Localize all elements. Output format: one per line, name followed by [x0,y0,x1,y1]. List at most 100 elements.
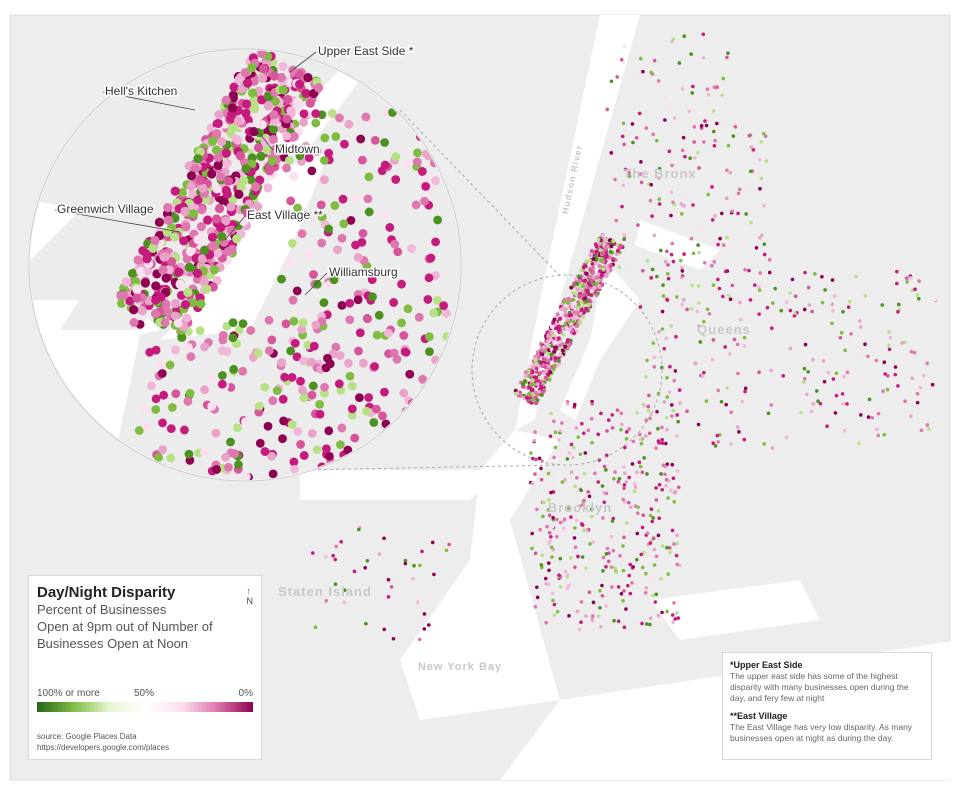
business-dot [572,536,577,540]
business-dot [222,158,232,168]
business-dot [648,622,652,627]
business-dot [646,408,651,413]
business-dot [555,534,559,539]
business-dot [646,404,651,409]
business-dot [639,180,644,185]
business-dot [342,588,347,592]
business-dot [550,483,555,487]
business-dot [597,285,602,290]
business-dot [690,91,695,95]
business-dot [222,346,232,356]
business-dot [426,623,431,627]
business-dot [675,541,680,546]
business-dot [834,393,839,398]
business-dot [594,249,599,254]
business-dot [621,497,626,502]
business-dot [584,306,589,311]
business-dot [347,404,357,414]
business-dot [324,555,328,559]
business-dot [563,344,568,349]
business-dot [226,113,236,123]
business-dot [619,411,624,416]
business-dot [185,388,195,398]
business-dot [665,462,670,466]
business-dot [391,152,401,161]
business-dot [570,328,575,333]
business-dot [802,307,807,312]
business-dot [432,572,436,577]
business-dot [199,277,209,287]
business-dot [650,267,655,272]
business-dot [257,50,267,59]
area-label: Staten Island [278,584,372,599]
business-dot [268,124,279,134]
business-dot [714,128,719,133]
business-dot [606,244,611,249]
business-dot [690,283,695,288]
business-dot [546,561,551,565]
business-dot [866,415,871,419]
business-dot [681,135,686,140]
business-dot [255,438,265,448]
business-dot [255,175,265,185]
business-dot [738,300,742,305]
business-dot [736,211,740,216]
business-dot [666,478,671,483]
business-dot [913,287,917,292]
business-dot [706,92,711,97]
business-dot [912,350,917,355]
business-dot [758,157,762,162]
business-dot [661,463,666,468]
business-dot [657,202,662,206]
business-dot [858,413,863,417]
business-dot [605,429,609,433]
business-dot [536,355,541,360]
business-dot [756,285,761,289]
business-dot [569,442,574,447]
business-dot [915,400,920,405]
business-dot [339,219,349,229]
business-dot [270,96,280,107]
business-dot [604,491,609,496]
business-dot [569,324,574,329]
business-dot [737,430,741,434]
business-dot [364,172,374,182]
business-dot [272,386,282,396]
business-dot [648,198,653,203]
business-dot [811,401,816,406]
business-dot [666,263,670,267]
business-dot [648,541,653,545]
business-dot [200,245,210,255]
business-dot [621,171,626,176]
business-dot [589,278,594,283]
business-dot [612,476,616,481]
business-dot [649,507,654,511]
business-dot [533,551,538,556]
business-dot [592,285,597,290]
business-dot [284,155,294,165]
business-dot [584,299,589,304]
business-dot [351,240,360,250]
label-leader [254,127,274,151]
business-dot [656,533,661,538]
business-dot [687,172,691,176]
business-dot [269,71,279,81]
business-dot [676,419,680,424]
business-dot [555,312,560,317]
business-dot [140,404,150,414]
business-dot [691,84,695,89]
business-dot [570,304,575,309]
business-dot [671,408,676,413]
business-dot [148,243,158,253]
business-dot [530,369,535,374]
business-dot [598,605,602,610]
business-dot [669,252,674,257]
business-dot [593,471,597,476]
business-dot [403,159,413,169]
business-dot [654,498,659,502]
business-dot [670,40,674,44]
business-dot [919,428,924,433]
business-dot [576,306,581,311]
business-dot [644,375,648,379]
business-dot [660,309,665,314]
